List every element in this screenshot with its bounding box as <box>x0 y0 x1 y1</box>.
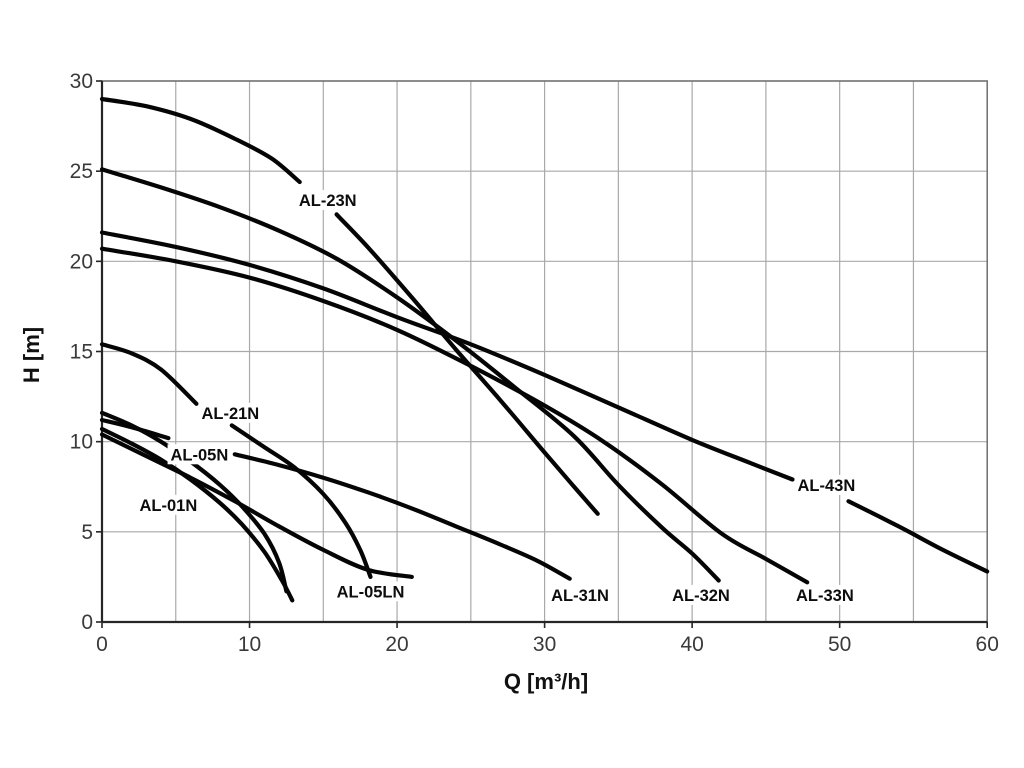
y-tick-label-0: 0 <box>81 611 93 634</box>
y-tick-label-5: 5 <box>81 521 93 544</box>
grid-layer <box>102 80 988 622</box>
curve-label-AL-43N: AL-43N <box>798 477 856 495</box>
curve-label-AL-31N: AL-31N <box>551 587 609 605</box>
curve-AL-01N <box>99 426 295 603</box>
tick-labels-layer: 0 10 20 30 40 50 60 0 5 10 15 20 25 30 <box>70 70 999 656</box>
curve-AL-31N <box>232 452 572 581</box>
curve-label-bg-AL-05LN <box>333 581 408 602</box>
curve-labels-layer: AL-23N AL-32N AL-43N AL-33N AL-21N AL-31N AL-0… <box>136 190 859 605</box>
curve-AL-05N <box>99 410 289 594</box>
x-tick-label-20: 20 <box>385 633 408 656</box>
curve-AL-05LN <box>99 432 414 579</box>
curve-AL-23N <box>334 212 600 516</box>
y-tick-label-10: 10 <box>70 431 93 454</box>
y-axis-title: H [m] <box>19 327 44 383</box>
y-tick-label-15: 15 <box>70 341 93 364</box>
curve-label-bg-AL-32N <box>669 584 733 605</box>
curve-AL-23N <box>99 96 302 185</box>
curve-AL-43N <box>99 230 795 482</box>
x-tick-label-30: 30 <box>533 633 556 656</box>
curve-AL-21N <box>229 423 373 579</box>
x-tick-label-0: 0 <box>96 633 108 656</box>
plot-frame-layer <box>96 80 989 628</box>
y-tick-label-25: 25 <box>70 160 93 183</box>
curve-AL-21N <box>99 342 199 406</box>
x-tick-label-40: 40 <box>680 633 703 656</box>
curve-label-bg-AL-43N <box>794 474 859 495</box>
curve-label-bg-AL-01N <box>136 494 201 515</box>
x-tick-label-10: 10 <box>238 633 261 656</box>
curve-AL-33N <box>99 246 810 585</box>
x-tick-label-50: 50 <box>828 633 851 656</box>
curve-label-AL-21N: AL-21N <box>201 405 259 423</box>
curve-label-bg-AL-33N <box>793 584 857 605</box>
x-axis-title: Q [m³/h] <box>504 669 588 694</box>
curve-label-bg-AL-21N <box>198 402 263 423</box>
y-tick-label-20: 20 <box>70 250 93 273</box>
curve-label-bg-AL-23N <box>295 190 360 211</box>
curve-AL-43N <box>846 499 990 574</box>
curve-AL-32N <box>99 167 721 583</box>
x-tick-label-60: 60 <box>976 633 999 656</box>
curve-label-bg-AL-31N <box>548 584 612 605</box>
curve-label-bg-AL-05N <box>167 444 232 465</box>
curve-label-AL-33N: AL-33N <box>796 587 854 605</box>
curves-layer <box>99 96 990 603</box>
curve-label-AL-05LN: AL-05LN <box>337 583 405 601</box>
curve-label-AL-23N: AL-23N <box>299 192 357 210</box>
curve-label-AL-05N: AL-05N <box>170 446 228 464</box>
curve-label-AL-01N: AL-01N <box>140 497 198 515</box>
y-tick-label-30: 30 <box>70 70 93 93</box>
curve-label-AL-32N: AL-32N <box>672 587 730 605</box>
